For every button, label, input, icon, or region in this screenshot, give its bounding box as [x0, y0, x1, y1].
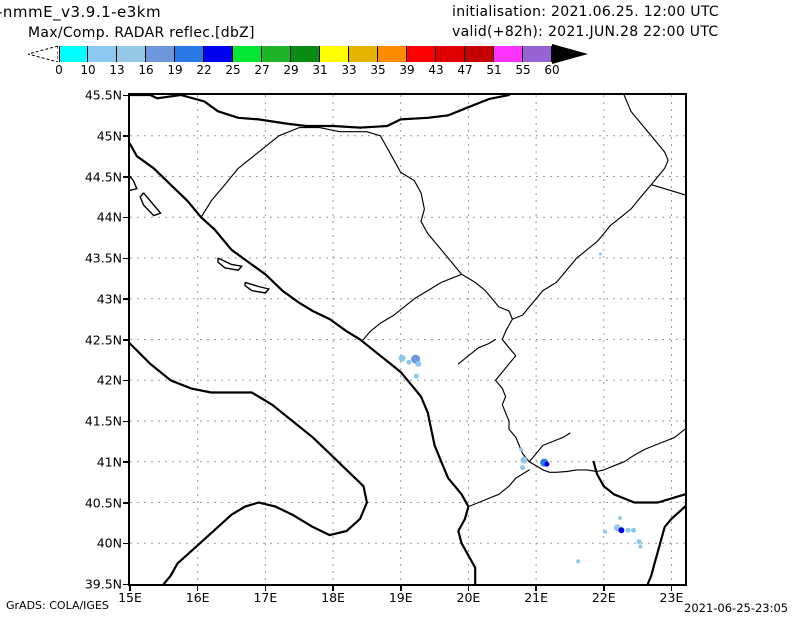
- colorbar-cell: [175, 46, 204, 62]
- colorbar-tick-label: 31: [312, 63, 328, 77]
- colorbar-cell: [233, 46, 262, 62]
- radar-echo: [415, 360, 422, 367]
- colorbar-cells: [59, 46, 552, 62]
- radar-echo: [544, 461, 550, 467]
- map-plot-area: [128, 93, 687, 586]
- colorbar-tick-label: 0: [55, 63, 63, 77]
- radar-echo: [618, 527, 625, 534]
- y-axis-tick-label: 42N: [96, 372, 122, 388]
- radar-echo: [638, 544, 643, 549]
- x-axis-tick-mark: [264, 586, 267, 591]
- colorbar-cell: [407, 46, 436, 62]
- colorbar-tick-label: 47: [457, 63, 473, 77]
- x-axis-tick-mark: [332, 586, 334, 591]
- radar-echo: [520, 465, 526, 470]
- y-axis-tick-label: 45N: [96, 128, 122, 144]
- radar-echo: [413, 373, 419, 379]
- colorbar-tick-label: 51: [486, 63, 502, 77]
- colorbar-cell: [146, 46, 175, 62]
- colorbar-cell: [88, 46, 117, 62]
- y-axis-tick-label: 45.5N: [84, 87, 122, 103]
- colorbar-tick-label: 10: [80, 63, 96, 77]
- radar-echo: [398, 354, 406, 362]
- x-axis-tick-label: 22E: [591, 590, 616, 605]
- colorbar-tick-label: 29: [283, 63, 299, 77]
- colorbar: 0 10 13 16 19 22 25 27 29 31 33 35 39 43 47 51 55 60: [28, 44, 588, 77]
- grads-credit: GrADS: COLA/IGES: [6, 599, 109, 612]
- colorbar-tick-label: 19: [167, 63, 183, 77]
- x-axis-tick-label: 15E: [118, 590, 142, 605]
- radar-echo: [576, 559, 581, 564]
- x-axis-tick-mark: [467, 586, 470, 591]
- x-axis-tick-label: 23E: [659, 590, 684, 605]
- colorbar-tick-label: 33: [341, 63, 357, 77]
- y-axis-tick-label: 42.5N: [84, 332, 122, 347]
- x-axis-tick-mark: [670, 586, 673, 591]
- y-axis-tick-label: 41.5N: [84, 413, 122, 429]
- radar-echo: [519, 447, 524, 452]
- y-axis-tick-label: 40.5N: [84, 495, 122, 510]
- radar-echo: [598, 252, 602, 256]
- x-axis-tick-label: 18E: [321, 590, 345, 605]
- valid-time: valid(+82h): 2021.JUN.28 22:00 UTC: [452, 24, 719, 40]
- colorbar-cell: [204, 46, 233, 62]
- colorbar-cell: [320, 46, 349, 62]
- colorbar-cell: [436, 46, 465, 62]
- radar-echo: [618, 516, 622, 520]
- radar-echo: [631, 527, 637, 533]
- colorbar-cell: [59, 46, 88, 62]
- x-axis-tick-mark: [129, 586, 131, 591]
- colorbar-tick-label: 16: [138, 63, 154, 77]
- model-title: f-nmmE_v3.9.1-e3km: [0, 3, 162, 21]
- colorbar-cell: [494, 46, 523, 62]
- colorbar-cell: [117, 46, 146, 62]
- y-axis-tick-label: 43.5N: [84, 250, 122, 266]
- colorbar-cell: [291, 46, 320, 62]
- colorbar-tick-label: 43: [428, 63, 444, 77]
- colorbar-cell: [262, 46, 291, 62]
- colorbar-tick-label: 22: [196, 63, 212, 77]
- colorbar-cell: [349, 46, 378, 62]
- colorbar-overflow-arrow-icon: [552, 44, 588, 64]
- x-axis-tick-label: 17E: [253, 590, 278, 605]
- initialisation-time: initialisation: 2021.06.25. 12:00 UTC: [452, 4, 719, 20]
- colorbar-tick-label: 25: [225, 63, 241, 77]
- map-canvas: [130, 95, 685, 584]
- y-axis-tick-label: 41N: [96, 454, 122, 470]
- x-axis-tick-mark: [399, 586, 402, 591]
- x-axis-tick-mark: [535, 586, 537, 591]
- y-axis-tick-label: 44.5N: [84, 169, 122, 184]
- radar-echo: [636, 539, 642, 545]
- radar-echo: [406, 359, 412, 365]
- x-axis-tick-label: 21E: [524, 590, 548, 605]
- colorbar-title: Max/Comp. RADAR reflec.[dbZ]: [28, 25, 255, 41]
- colorbar-tick-label: 55: [515, 63, 531, 77]
- x-axis-tick-label: 16E: [185, 590, 210, 605]
- colorbar-tick-label: 39: [399, 63, 415, 77]
- y-axis-tick-label: 44N: [96, 209, 122, 225]
- colorbar-cell: [378, 46, 407, 62]
- x-axis-tick-label: 19E: [388, 590, 413, 605]
- colorbar-tick-label: 60: [544, 63, 560, 77]
- colorbar-underflow-arrow-icon: [28, 46, 58, 62]
- colorbar-tick-label: 13: [109, 63, 125, 77]
- colorbar-tick-labels: 0 10 13 16 19 22 25 27 29 31 33 35 39 43 47 51 55 60: [55, 63, 559, 77]
- colorbar-cell: [523, 46, 552, 62]
- x-axis-tick-mark: [196, 586, 199, 591]
- y-axis-tick-label: 43N: [96, 291, 122, 307]
- colorbar-tick-label: 35: [370, 63, 386, 77]
- y-axis-tick-label: 40N: [96, 535, 122, 551]
- radar-echo: [603, 529, 608, 534]
- y-axis-tick-label: 39.5N: [84, 576, 122, 592]
- colorbar-tick-label: 27: [254, 63, 270, 77]
- radar-echo: [520, 456, 528, 464]
- x-axis-tick-label: 20E: [456, 590, 481, 605]
- render-timestamp: 2021-06-25-23:05: [684, 601, 789, 615]
- colorbar-cell: [465, 46, 494, 62]
- x-axis-tick-mark: [602, 586, 605, 591]
- radar-echo: [625, 527, 631, 533]
